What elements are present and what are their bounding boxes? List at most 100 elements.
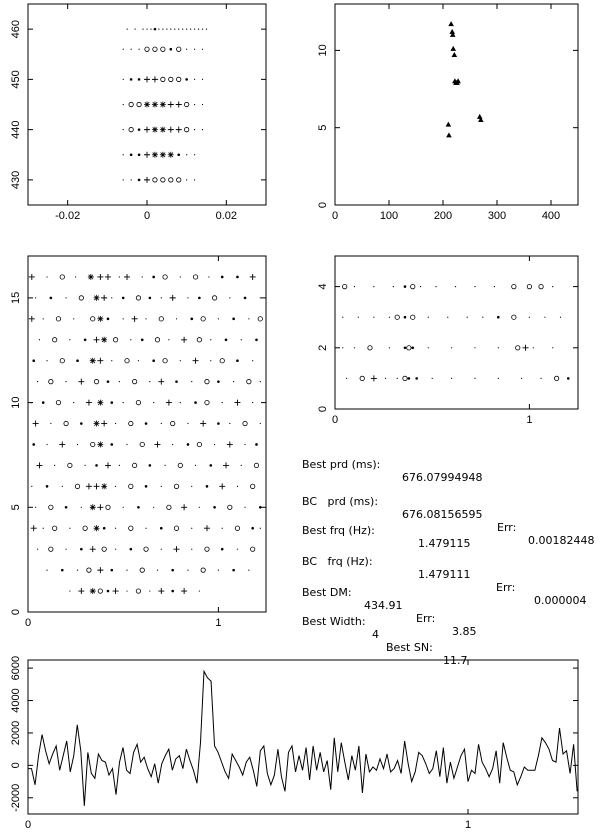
data-point [110, 568, 114, 572]
best-frq-line: Best frq (Hz): 1.479115 [302, 511, 602, 550]
data-point [112, 588, 119, 595]
data-point [93, 294, 100, 301]
data-point [106, 589, 110, 593]
sn-vs-dm-ytick-label: 5 [317, 125, 329, 131]
data-point [118, 464, 120, 467]
dm-vs-period-panel: -0.02 0 0.02 430 440 450 460 [10, 3, 267, 222]
sn-vs-dm-panel: 0 100 200 300 400 0 5 10 [317, 3, 579, 222]
data-point [205, 485, 209, 488]
data-point [75, 276, 77, 278]
bc-prd-err-value: 0.00182448 [528, 534, 595, 547]
data-point [90, 316, 96, 322]
data-point [101, 420, 108, 427]
data-point [496, 315, 500, 319]
data-point [137, 78, 141, 81]
data-point [538, 283, 544, 290]
data-point [191, 548, 193, 550]
bc-frq-line: BC frq (Hz): 1.479111 Err: 0.000004 [302, 542, 602, 607]
bc-prd-label: BC prd (ms): [302, 495, 379, 508]
data-point [244, 443, 246, 446]
data-point [201, 78, 204, 80]
data-point [41, 401, 45, 404]
data-point [482, 316, 484, 318]
subint-phase-ytick-label: 5 [10, 504, 22, 510]
data-point [179, 360, 181, 362]
data-point [138, 48, 140, 50]
data-point [252, 401, 254, 404]
data-point [128, 483, 134, 489]
data-point [184, 127, 190, 133]
data-point [208, 276, 210, 278]
data-point [85, 399, 92, 406]
data-point [80, 422, 83, 425]
data-point [129, 547, 133, 551]
data-point [69, 590, 71, 592]
pulse-profile-ytick-label: 2000 [10, 721, 22, 745]
data-point [447, 316, 449, 318]
data-point [342, 347, 344, 349]
data-point [192, 357, 199, 364]
data-point [259, 527, 261, 529]
data-point [172, 443, 174, 446]
data-point [156, 569, 159, 571]
best-frq-value: 1.479115 [418, 537, 471, 550]
data-point [150, 28, 152, 30]
data-point [97, 441, 104, 448]
data-point [45, 485, 49, 488]
data-point [515, 345, 521, 351]
data-point [83, 338, 87, 342]
data-point [353, 286, 356, 288]
data-point [137, 360, 140, 362]
data-point [97, 357, 104, 364]
data-point [234, 525, 241, 531]
data-point [169, 294, 176, 301]
data-point [402, 375, 408, 381]
dm-vs-period-ytick-label: 440 [10, 120, 22, 138]
best-dm-label: Best DM: [302, 586, 352, 599]
subband-phase-ytick-label: 4 [317, 284, 329, 290]
data-point [497, 347, 499, 349]
data-point [149, 590, 151, 592]
best-width-value: 4 [372, 628, 379, 641]
data-point [342, 283, 348, 290]
data-point [162, 358, 168, 364]
data-point [110, 401, 114, 404]
data-point [101, 294, 108, 301]
best-dm-err-value: 3.85 [452, 625, 477, 638]
data-point [182, 28, 184, 30]
data-point [35, 297, 37, 299]
data-point [76, 443, 79, 446]
data-point [164, 464, 166, 467]
data-point [54, 464, 56, 467]
data-point [135, 295, 142, 301]
bc-prd-value: 676.08156595 [402, 508, 483, 521]
data-point [122, 103, 124, 106]
data-point [219, 483, 226, 490]
data-point [32, 443, 36, 446]
data-point [223, 462, 230, 469]
data-point [114, 527, 117, 529]
data-point [250, 546, 256, 552]
data-point [144, 126, 150, 133]
data-point [258, 505, 262, 509]
data-point [93, 420, 100, 427]
data-point [186, 28, 188, 30]
data-point [124, 273, 131, 280]
data-point [126, 590, 128, 592]
data-point [52, 337, 58, 343]
data-point [204, 379, 210, 385]
best-sn-value: 11.7 [443, 654, 468, 667]
data-point [141, 276, 143, 278]
data-point [129, 153, 133, 157]
data-point [174, 28, 176, 30]
data-point [236, 485, 239, 487]
data-point [128, 101, 134, 108]
data-point [204, 399, 210, 406]
dm-vs-period-ytick-label: 450 [10, 70, 22, 88]
data-point [145, 318, 147, 320]
subint-phase-ytick-label: 10 [10, 396, 22, 408]
data-point [114, 548, 117, 550]
data-point [144, 485, 148, 488]
